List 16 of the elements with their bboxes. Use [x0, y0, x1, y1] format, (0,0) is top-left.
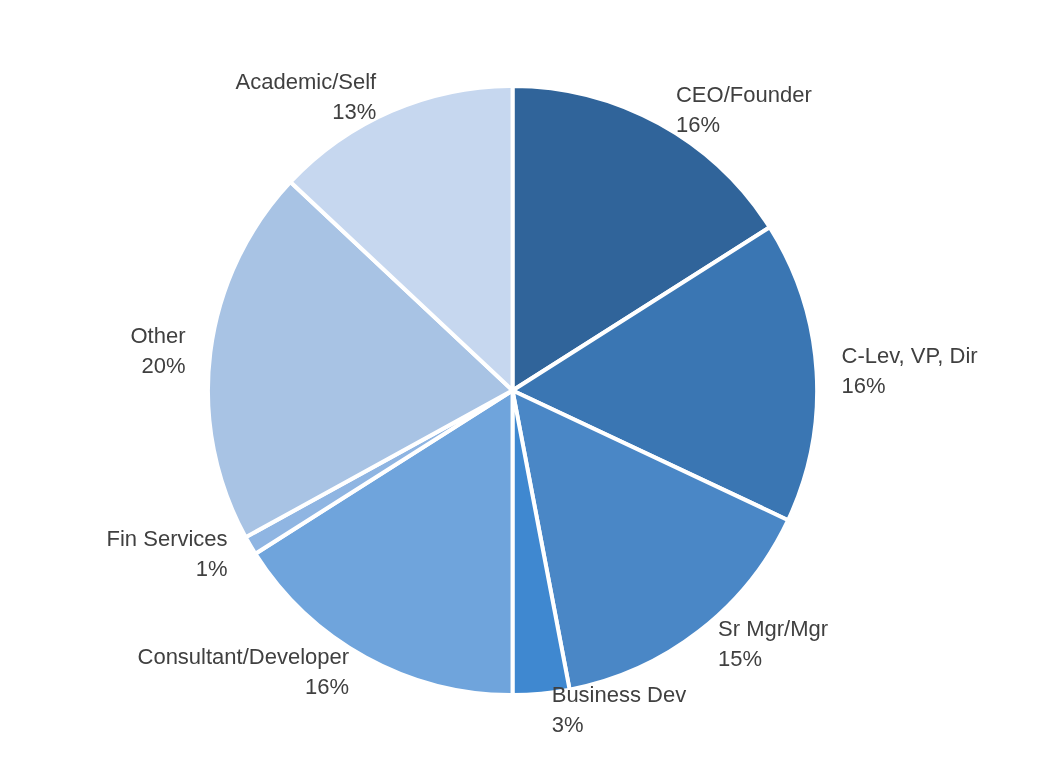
data-label: 3%	[551, 712, 584, 738]
data-label: 1%	[195, 556, 228, 582]
data-label: 13%	[332, 98, 377, 124]
slice-label: Academic/Self	[235, 68, 378, 94]
data-label: 15%	[718, 646, 763, 672]
data-label: 16%	[841, 372, 886, 398]
slice-label: Business Dev	[551, 682, 687, 708]
slice-label: Other	[130, 322, 186, 348]
data-label: 16%	[675, 112, 721, 138]
slice-label: C-Lev, VP, Dir	[841, 342, 978, 368]
data-label: 16%	[305, 673, 350, 699]
slice-label: Consultant/Developer	[137, 643, 350, 669]
slice-label: Sr Mgr/Mgr	[718, 616, 829, 642]
slice-label: CEO/Founder	[675, 82, 812, 108]
slice-label: Fin Services	[106, 526, 228, 552]
data-label: 20%	[141, 352, 186, 378]
